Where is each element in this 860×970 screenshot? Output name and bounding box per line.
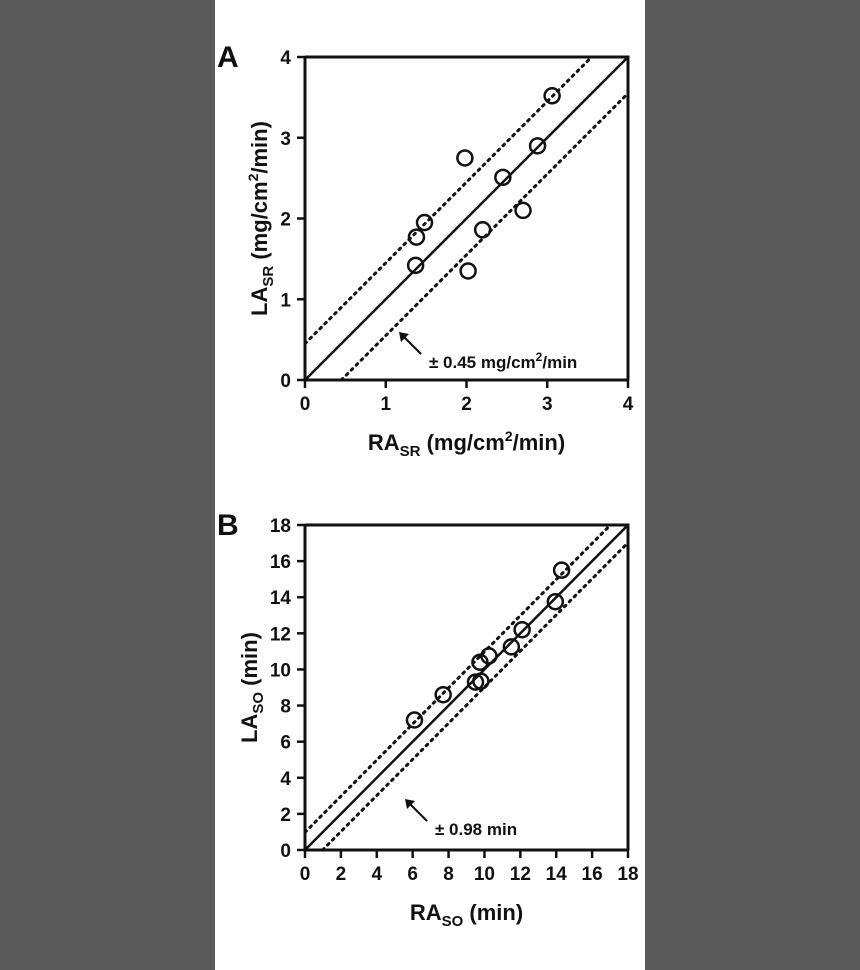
x-tick-label: 0 <box>300 864 311 885</box>
y-tick-label: 10 <box>270 660 291 681</box>
panel-label: A <box>217 41 239 74</box>
x-tick-label: 14 <box>546 864 568 885</box>
x-tick-label: 4 <box>371 864 382 885</box>
x-tick-label: 12 <box>510 864 531 885</box>
data-point <box>456 149 474 167</box>
data-point <box>473 221 492 239</box>
scatter-chart-b: 0 2 4 6 8 10 12 14 16 18 0 2 4 6 8 10 12 14 16 18 ± 0.98 min… <box>217 509 639 930</box>
x-tick-label: 1 <box>380 394 391 415</box>
x-tick-label: 2 <box>336 864 347 885</box>
data-point <box>406 256 425 275</box>
data-point <box>552 561 571 579</box>
data-point <box>513 620 531 639</box>
data-point <box>502 638 521 656</box>
annotation-arrowhead <box>399 332 409 342</box>
chart-panel-a: 0 1 2 3 4 0 1 2 3 4 ± 0.45 mg/cm2/min A RASR (mg/cm2… <box>215 0 645 480</box>
x-tick-label: 0 <box>300 394 311 415</box>
lower-limit-line <box>321 541 630 852</box>
upper-limit-line <box>303 523 612 834</box>
annotation-arrowhead <box>405 799 415 809</box>
scatter-chart-a: 0 1 2 3 4 0 1 2 3 4 ± 0.45 mg/cm2/min A RASR (mg/cm2… <box>217 41 634 460</box>
panel-label: B <box>217 509 239 542</box>
data-point <box>546 592 565 611</box>
identity-line <box>304 56 629 381</box>
y-tick-label: 14 <box>270 588 292 609</box>
data-point <box>514 201 532 220</box>
y-tick-label: 2 <box>280 805 291 826</box>
data-point <box>405 711 424 729</box>
x-tick-label: 18 <box>617 864 638 885</box>
upper-limit-line <box>303 55 594 346</box>
x-tick-label: 2 <box>461 394 472 415</box>
y-tick-label: 0 <box>280 841 291 862</box>
y-tick-label: 1 <box>280 290 291 311</box>
y-tick-label: 8 <box>280 697 291 718</box>
x-axis-title: RASO (min) <box>410 900 523 930</box>
y-tick-label: 6 <box>280 733 291 754</box>
data-point <box>459 262 477 280</box>
data-point <box>434 685 452 704</box>
x-tick-label: 3 <box>542 394 553 415</box>
x-tick-label: 10 <box>474 864 495 885</box>
y-tick-label: 4 <box>280 769 291 790</box>
data-point <box>494 168 512 187</box>
data-point <box>415 213 434 232</box>
y-tick-label: 3 <box>280 129 291 150</box>
x-axis-title: RASR (mg/cm2/min) <box>368 428 565 460</box>
y-tick-label: 2 <box>280 210 291 231</box>
identity-line <box>304 524 629 851</box>
y-tick-label: 12 <box>270 624 291 645</box>
x-tick-label: 16 <box>582 864 603 885</box>
y-axis-title: LASO (min) <box>237 632 267 743</box>
limit-annotation: ± 0.98 min <box>435 820 517 839</box>
x-tick-label: 8 <box>443 864 454 885</box>
data-point <box>528 137 547 155</box>
data-point <box>472 672 490 690</box>
chart-panel-b: 0 2 4 6 8 10 12 14 16 18 0 2 4 6 8 10 12 14 16 18 ± 0.98 min… <box>215 480 645 970</box>
y-tick-label: 18 <box>270 516 291 537</box>
y-tick-label: 16 <box>270 552 291 573</box>
x-tick-label: 6 <box>407 864 418 885</box>
y-axis-title: LASR (mg/cm2/min) <box>245 121 277 316</box>
y-tick-label: 0 <box>280 371 291 392</box>
data-point <box>480 647 498 665</box>
data-point <box>407 228 426 246</box>
x-tick-label: 4 <box>623 394 634 415</box>
limit-annotation: ± 0.45 mg/cm2/min <box>429 350 577 372</box>
y-tick-label: 4 <box>280 48 291 69</box>
data-point <box>543 87 561 105</box>
